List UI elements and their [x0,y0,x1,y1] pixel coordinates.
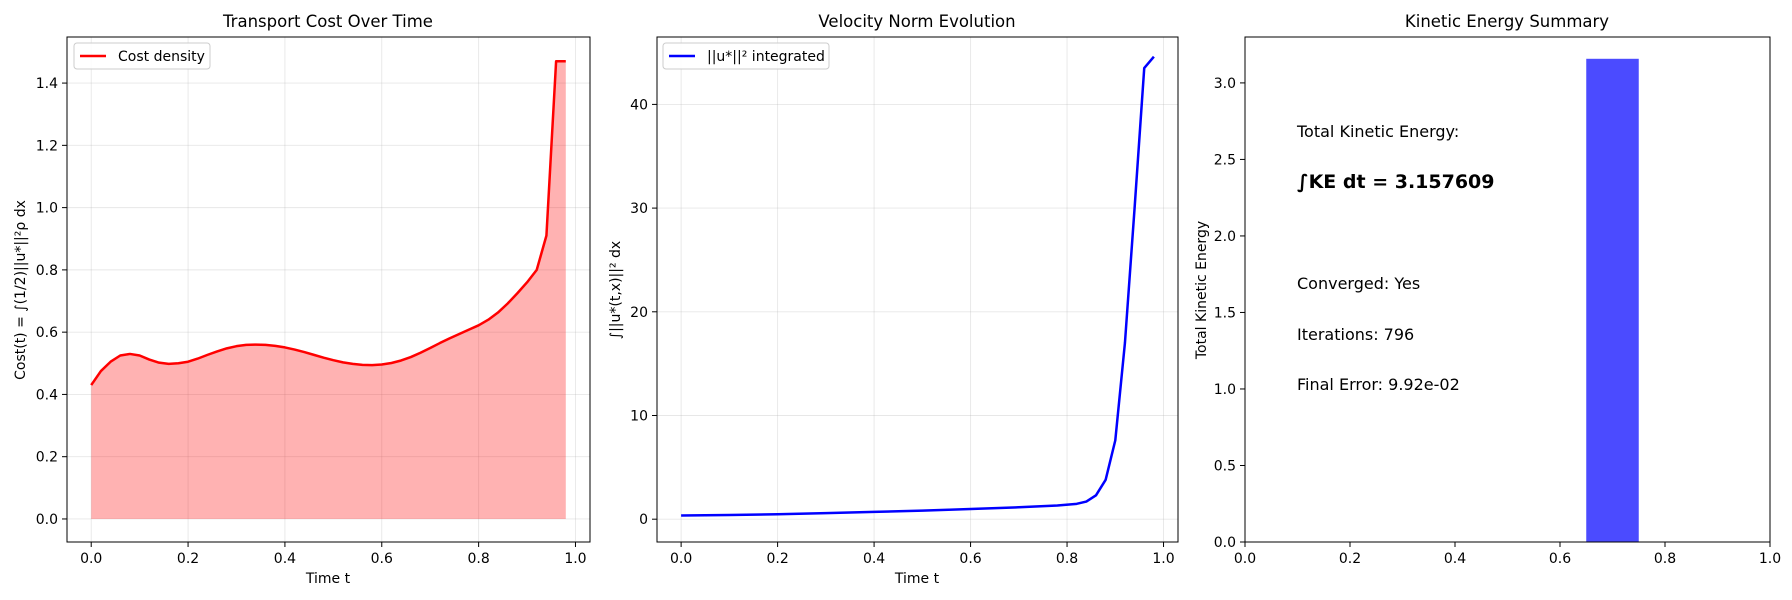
x-tick-label: 0.0 [80,551,102,567]
y-tick-label: 0.8 [36,263,58,279]
y-tick-label: 0 [639,512,648,528]
y-axis-label: Cost(t) = ∫(1/2)||u*||²ρ dx [13,200,29,380]
y-tick-label: 40 [630,97,648,113]
legend-entry: Cost density [118,49,205,65]
y-tick-label: 1.4 [36,76,58,92]
bar [1586,58,1639,543]
x-tick-label: 0.6 [959,551,981,567]
x-tick-label: 0.2 [1339,551,1361,567]
summary-annotations: Total Kinetic Energy: ∫KE dt = 3.157609 … [1296,122,1495,394]
chart-title: Transport Cost Over Time [222,12,433,31]
y-tick-label: 10 [630,408,648,424]
y-tick-label: 0.6 [36,325,58,341]
area-fill [91,61,566,519]
x-tick-label: 0.0 [670,551,692,567]
x-axis-label: Time t [305,571,351,587]
annotation-iterations: Iterations: 796 [1297,325,1414,344]
y-tick-label: 1.5 [1214,305,1236,321]
plot-area-frame [656,36,1179,543]
annotation-energy: ∫KE dt = 3.157609 [1297,171,1495,193]
x-tick-label: 0.2 [766,551,788,567]
x-tick-label: 1.0 [1152,551,1174,567]
legend-entry: ||u*||² integrated [707,49,825,65]
annotation-converged: Converged: Yes [1297,274,1420,293]
y-tick-label: 0.5 [1214,458,1236,474]
y-tick-label: 1.2 [36,138,58,154]
x-tick-label: 0.4 [1444,551,1466,567]
y-axis-label: ∫||u*(t,x)||² dx [608,241,624,339]
x-tick-label: 0.8 [1056,551,1078,567]
x-tick-label: 0.4 [863,551,885,567]
y-tick-label: 1.0 [36,201,58,217]
x-tick-label: 0.6 [371,551,393,567]
plot-area-frame [66,36,591,543]
x-tick-label: 0.4 [274,551,296,567]
y-tick-label: 0.0 [1214,535,1236,551]
series-line [90,60,566,386]
x-tick-label: 0.2 [177,551,199,567]
kinetic-energy-panel: 0.0 0.2 0.4 0.6 0.8 1.00.00.51.01.52.02.53.0 … [1194,12,1781,567]
chart-title: Kinetic Energy Summary [1405,12,1609,31]
y-tick-label: 1.0 [1214,382,1236,398]
y-tick-label: 20 [630,305,648,321]
y-tick-label: 3.0 [1214,76,1236,92]
x-axis-label: Time t [894,571,940,587]
y-tick-label: 0.4 [36,387,58,403]
y-tick-label: 0.0 [36,512,58,528]
legend: ||u*||² integrated [662,42,830,70]
y-tick-label: 0.2 [36,450,58,466]
legend-box [73,42,211,70]
x-tick-label: 0.0 [1234,551,1256,567]
annotation-heading: Total Kinetic Energy: [1296,122,1459,141]
y-tick-label: 30 [630,201,648,217]
y-axis-label: Total Kinetic Energy [1194,221,1210,360]
legend-box [662,42,830,70]
y-tick-label: 2.0 [1214,229,1236,245]
y-tick-label: 2.5 [1214,152,1236,168]
plot-area-frame [1244,36,1771,543]
velocity-norm-panel: 0.0 0.2 0.4 0.6 0.8 1.0 0 10 20 30 40 Velocity Nor… [608,12,1179,587]
transport-cost-panel: 0.0 0.2 0.4 0.6 0.8 1.0 0.0 0.2 0.4 0.6 0.8 1.0 1.2 1… [13,12,591,587]
x-tick-label: 0.6 [1549,551,1571,567]
series-line [681,55,1155,517]
x-tick-label: 1.0 [564,551,586,567]
legend: Cost density [73,42,211,70]
x-tick-label: 1.0 [1759,551,1781,567]
x-tick-label: 0.8 [467,551,489,567]
annotation-final-error: Final Error: 9.92e-02 [1297,375,1460,394]
chart-title: Velocity Norm Evolution [818,12,1015,31]
x-tick-label: 0.8 [1654,551,1676,567]
